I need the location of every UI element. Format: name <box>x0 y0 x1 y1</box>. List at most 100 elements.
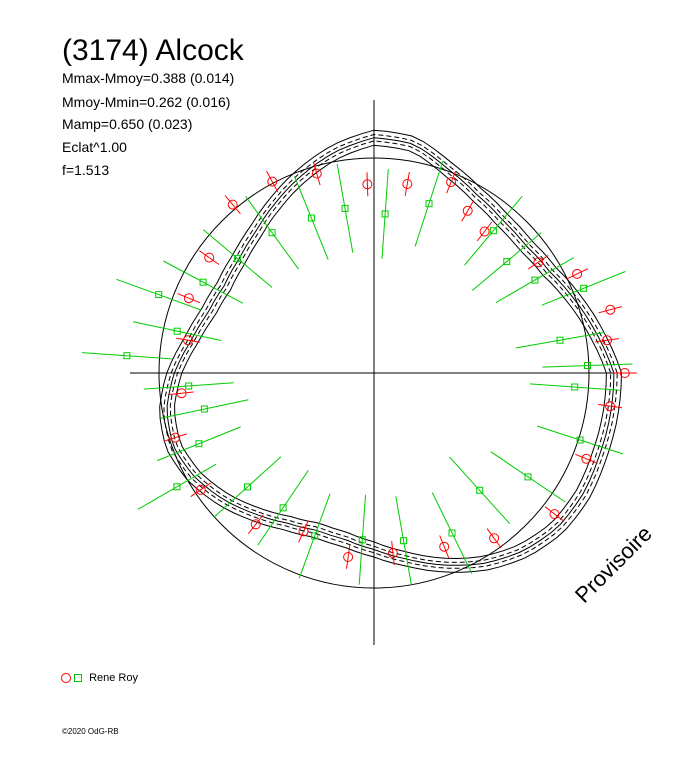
data-point-square <box>448 529 456 537</box>
data-point-square <box>173 483 181 491</box>
error-bar <box>529 383 620 391</box>
data-point-square <box>425 200 433 208</box>
error-bar <box>461 200 475 222</box>
error-bar <box>213 456 282 518</box>
data-point-square <box>268 229 276 237</box>
error-bar <box>449 456 511 525</box>
data-point-circle <box>343 552 354 562</box>
error-bar <box>313 161 321 186</box>
data-point-circle <box>250 519 261 530</box>
data-point-square <box>307 214 315 222</box>
data-point-square <box>279 504 287 512</box>
error-bar <box>598 306 622 314</box>
error-bar <box>176 337 200 343</box>
error-bar <box>294 176 329 260</box>
data-point-circle <box>170 432 181 443</box>
error-bar <box>566 268 589 280</box>
error-bar <box>358 494 366 585</box>
legend-label: Rene Roy <box>89 672 138 684</box>
data-point-circle <box>183 335 193 346</box>
error-bar <box>414 160 444 247</box>
error-bar <box>515 331 605 349</box>
data-point-square <box>358 536 366 544</box>
error-bar <box>81 352 172 360</box>
model-curve <box>174 144 607 560</box>
error-bar <box>528 255 549 270</box>
error-bar <box>346 545 351 569</box>
data-point-square <box>381 210 389 218</box>
data-point-circle <box>204 252 215 263</box>
error-bar <box>257 470 309 546</box>
model-curves <box>159 129 623 573</box>
error-bar <box>439 535 450 558</box>
error-bar <box>298 493 331 579</box>
data-point-circle <box>619 368 630 378</box>
data-point-square <box>200 405 208 413</box>
data-point-square <box>476 486 484 494</box>
error-bar <box>298 520 309 543</box>
data-point-square <box>199 278 207 286</box>
data-point-circle <box>602 335 612 346</box>
model-curve <box>169 140 612 563</box>
error-bar <box>366 172 369 197</box>
error-bar <box>163 260 244 304</box>
model-curve <box>159 129 623 573</box>
data-point-circle <box>195 484 206 495</box>
error-bar <box>541 271 626 306</box>
error-bar <box>431 492 473 574</box>
data-point-circle <box>267 176 278 187</box>
error-bar <box>544 506 565 522</box>
stat-mmoy-mmin: Mmoy-Mmin=0.262 (0.016) <box>62 94 231 110</box>
data-point-circle <box>572 268 583 279</box>
error-bar <box>595 338 619 343</box>
error-bar <box>336 163 354 253</box>
data-point-circle <box>581 453 592 464</box>
error-bar <box>177 293 201 304</box>
error-bar <box>132 321 222 341</box>
error-bar <box>476 221 493 242</box>
data-point-circle <box>446 177 457 188</box>
data-point-circle <box>605 304 616 315</box>
data-point-square <box>503 258 511 266</box>
observations <box>81 160 637 586</box>
error-bar <box>495 257 575 304</box>
error-bar <box>391 541 395 566</box>
error-bar <box>464 195 523 266</box>
data-point-square <box>311 532 319 540</box>
data-point-circle <box>533 257 544 268</box>
data-point-square <box>571 383 579 391</box>
error-bar <box>160 399 249 419</box>
error-bar <box>157 426 241 462</box>
axes <box>130 100 620 645</box>
data-point-square <box>195 440 203 448</box>
data-point-circle <box>489 533 500 544</box>
data-point-circle <box>176 388 187 399</box>
data-point-square <box>123 352 131 360</box>
credit-text: ©2020 OdG-RB <box>62 727 119 736</box>
error-bar <box>471 232 542 291</box>
model-curve <box>166 137 615 566</box>
data-point-square <box>185 382 193 390</box>
data-point-circle <box>387 548 398 559</box>
data-point-circle <box>439 541 450 552</box>
error-bar <box>404 172 410 196</box>
error-bar <box>199 250 220 265</box>
data-point-square <box>524 473 532 481</box>
data-point-square <box>531 276 539 284</box>
data-point-square <box>584 362 591 369</box>
data-point-circle <box>311 168 322 179</box>
error-bar <box>116 278 202 311</box>
error-bar <box>248 514 264 535</box>
reference-circle <box>158 157 590 589</box>
error-bar <box>266 170 279 193</box>
data-point-circle <box>183 293 194 304</box>
data-point-circle <box>549 509 560 520</box>
data-point-circle <box>298 526 309 537</box>
data-point-square <box>234 255 242 263</box>
stat-frequency: f=1.513 <box>62 162 110 178</box>
stat-eclat: Eclat^1.00 <box>62 139 127 155</box>
data-point-square <box>556 336 564 344</box>
legend-symbols-icon <box>61 673 82 684</box>
chart-title: (3174) Alcock <box>62 34 244 67</box>
